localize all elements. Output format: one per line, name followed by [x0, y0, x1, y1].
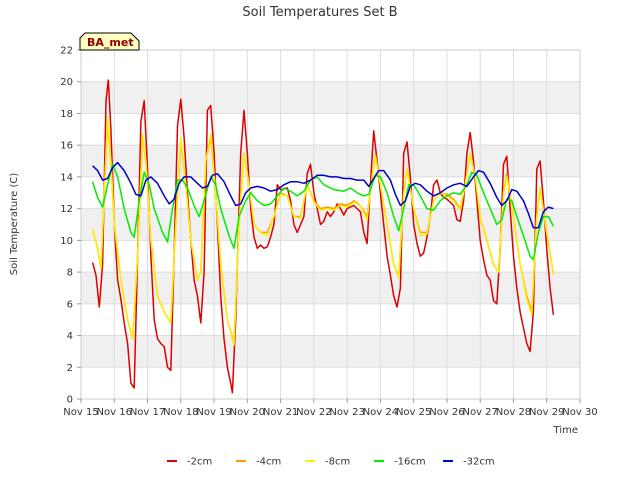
- series-lines: [91, 79, 555, 394]
- x-tick-label: Nov 26: [429, 407, 464, 418]
- y-tick-label: 0: [67, 395, 73, 406]
- x-tick-label: Nov 20: [230, 407, 265, 418]
- x-tick-label: Nov 23: [329, 407, 364, 418]
- x-tick-label: Nov 28: [496, 407, 531, 418]
- legend-label: -32cm: [463, 457, 495, 468]
- y-tick-label: 8: [67, 268, 73, 279]
- y-tick-label: 6: [67, 299, 73, 310]
- band-20-22: [81, 50, 580, 82]
- x-tick-label: Nov 30: [562, 407, 597, 418]
- x-tick-label: Nov 24: [363, 407, 398, 418]
- y-tick-label: 4: [67, 331, 73, 342]
- x-axis-title: Time: [553, 425, 578, 436]
- x-tick-label: Nov 29: [529, 407, 564, 418]
- plot-area: [80, 49, 581, 400]
- station-badge: BA_met: [79, 32, 140, 51]
- station-badge-label: BA_met: [87, 36, 134, 49]
- y-tick-label: 2: [67, 363, 73, 374]
- series-line-minus-16cm: [91, 163, 555, 261]
- x-tick-label: Nov 21: [263, 407, 298, 418]
- y-tick-label: 10: [60, 236, 73, 247]
- x-tick-label: Nov 25: [396, 407, 431, 418]
- band-18-20: [81, 81, 580, 114]
- x-tick-label: Nov 19: [196, 407, 231, 418]
- background-bands: [81, 50, 580, 399]
- chart-title: Soil Temperatures Set B: [242, 5, 397, 20]
- x-tick-label: Nov 18: [163, 407, 198, 418]
- band-8-10: [81, 240, 580, 273]
- legend: -2cm -4cm -8cm -16cm -32cm: [167, 457, 495, 468]
- band-14-16: [81, 145, 580, 177]
- x-tick-label: Nov 15: [63, 407, 98, 418]
- x-tick-label: Nov 17: [130, 407, 165, 418]
- band-12-14: [81, 176, 580, 209]
- legend-label: -2cm: [187, 457, 212, 468]
- station-badge-box: [79, 32, 140, 51]
- y-tick-label: 20: [60, 77, 73, 88]
- series-line-minus-8cm: [91, 115, 555, 346]
- y-axis-ticks: 0 2 4 6 8 10 12 14 16 18 20 22: [60, 46, 81, 406]
- grid-lines: [80, 49, 581, 400]
- y-axis-title: Soil Temperature (C): [9, 173, 20, 276]
- y-tick-label: 16: [60, 141, 73, 152]
- y-tick-label: 18: [60, 109, 73, 120]
- x-tick-label: Nov 22: [296, 407, 331, 418]
- band-16-18: [81, 113, 580, 146]
- y-tick-label: 14: [60, 172, 73, 183]
- legend-label: -4cm: [256, 457, 281, 468]
- band-4-6: [81, 303, 580, 336]
- series-line-minus-32cm: [92, 161, 554, 229]
- y-tick-label: 22: [60, 46, 73, 57]
- series-line-minus-2cm: [91, 79, 555, 394]
- band-2-4: [81, 335, 580, 368]
- x-tick-label: Nov 16: [97, 407, 132, 418]
- x-tick-label: Nov 27: [462, 407, 497, 418]
- legend-label: -8cm: [325, 457, 350, 468]
- y-tick-label: 12: [60, 204, 73, 215]
- legend-label: -16cm: [394, 457, 426, 468]
- band-0-2: [81, 367, 580, 399]
